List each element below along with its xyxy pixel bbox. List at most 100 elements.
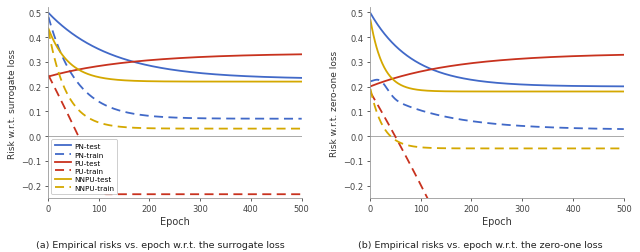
NNPU-train bbox=[252, 128, 260, 131]
PN-test bbox=[166, 69, 174, 72]
PU-train bbox=[298, 193, 305, 196]
PN-test bbox=[367, 13, 374, 16]
PU-test bbox=[252, 54, 260, 57]
PU-train bbox=[165, 193, 173, 196]
PU-train bbox=[167, 193, 175, 196]
PN-test bbox=[620, 85, 628, 88]
Line: NNPU-train: NNPU-train bbox=[371, 90, 624, 149]
PU-train bbox=[518, 204, 525, 207]
NNPU-test bbox=[614, 91, 621, 94]
PN-test bbox=[487, 81, 495, 84]
PU-test bbox=[165, 58, 173, 61]
PN-train bbox=[195, 117, 203, 120]
NNPU-train bbox=[504, 147, 511, 150]
PN-train bbox=[575, 127, 582, 130]
PU-test bbox=[574, 55, 582, 58]
Line: PU-test: PU-test bbox=[49, 55, 301, 77]
Line: NNPU-train: NNPU-train bbox=[49, 31, 301, 129]
PU-test bbox=[292, 54, 300, 57]
PN-train bbox=[292, 118, 300, 121]
Line: PU-train: PU-train bbox=[371, 93, 624, 206]
Legend: PN-test, PN-train, PU-test, PU-train, NNPU-test, NNPU-train: PN-test, PN-train, PU-test, PU-train, NN… bbox=[51, 140, 118, 195]
NNPU-train bbox=[614, 147, 621, 150]
Line: PN-train: PN-train bbox=[371, 80, 624, 130]
PU-test bbox=[620, 54, 628, 57]
PU-train bbox=[488, 204, 495, 207]
Text: (b) Empirical risks vs. epoch w.r.t. the zero-one loss: (b) Empirical risks vs. epoch w.r.t. the… bbox=[358, 240, 602, 249]
PN-test bbox=[45, 12, 52, 15]
Text: (a) Empirical risks vs. epoch w.r.t. the surrogate loss: (a) Empirical risks vs. epoch w.r.t. the… bbox=[36, 240, 284, 249]
PN-train bbox=[620, 128, 628, 131]
PU-train bbox=[575, 204, 582, 207]
PN-train bbox=[252, 118, 260, 121]
NNPU-test bbox=[182, 81, 189, 84]
NNPU-test bbox=[292, 81, 300, 84]
PN-train bbox=[614, 128, 622, 131]
PU-train bbox=[367, 91, 374, 94]
NNPU-test bbox=[517, 91, 525, 94]
NNPU-train bbox=[298, 128, 305, 131]
PN-test bbox=[165, 68, 173, 71]
X-axis label: Epoch: Epoch bbox=[160, 216, 189, 226]
PU-test bbox=[166, 58, 174, 61]
NNPU-test bbox=[165, 81, 173, 84]
NNPU-train bbox=[182, 128, 189, 131]
PU-test bbox=[298, 54, 305, 57]
PN-test bbox=[252, 76, 260, 79]
Line: NNPU-test: NNPU-test bbox=[49, 29, 301, 82]
NNPU-test bbox=[574, 91, 582, 94]
Y-axis label: Risk w.r.t. surrogate loss: Risk w.r.t. surrogate loss bbox=[8, 48, 17, 158]
PN-test bbox=[504, 83, 511, 86]
PU-test bbox=[488, 60, 496, 63]
NNPU-test bbox=[298, 81, 305, 84]
PN-train bbox=[518, 125, 525, 128]
PU-train bbox=[292, 193, 300, 196]
PN-test bbox=[488, 82, 496, 85]
PN-train bbox=[488, 122, 495, 125]
NNPU-test bbox=[488, 91, 496, 94]
PU-train bbox=[45, 74, 52, 77]
Line: PU-train: PU-train bbox=[49, 76, 301, 195]
NNPU-train bbox=[367, 88, 374, 91]
PU-test bbox=[195, 56, 203, 59]
NNPU-test bbox=[504, 91, 511, 94]
NNPU-train bbox=[487, 147, 495, 150]
Line: PN-test: PN-test bbox=[49, 14, 301, 79]
PU-train bbox=[196, 193, 204, 196]
PU-train bbox=[253, 193, 260, 196]
Line: PU-test: PU-test bbox=[371, 56, 624, 87]
NNPU-train bbox=[620, 147, 628, 150]
PU-test bbox=[487, 60, 495, 64]
PN-train bbox=[367, 80, 374, 83]
PU-train bbox=[428, 204, 435, 207]
PN-test bbox=[195, 72, 203, 75]
PN-test bbox=[292, 77, 300, 80]
PU-test bbox=[182, 57, 189, 60]
NNPU-test bbox=[195, 81, 203, 84]
Line: NNPU-test: NNPU-test bbox=[371, 21, 624, 92]
NNPU-train bbox=[574, 147, 582, 150]
PU-test bbox=[504, 59, 511, 62]
Line: PN-test: PN-test bbox=[371, 14, 624, 87]
X-axis label: Epoch: Epoch bbox=[482, 216, 512, 226]
PU-test bbox=[517, 58, 525, 61]
NNPU-train bbox=[45, 29, 52, 32]
NNPU-test bbox=[252, 81, 260, 84]
PN-train bbox=[166, 116, 174, 119]
NNPU-test bbox=[45, 28, 52, 31]
NNPU-train bbox=[165, 128, 173, 131]
PN-train bbox=[298, 118, 305, 121]
PN-test bbox=[298, 77, 305, 80]
NNPU-train bbox=[292, 128, 300, 131]
PU-train bbox=[614, 204, 622, 207]
PN-train bbox=[504, 124, 512, 127]
PN-test bbox=[574, 85, 582, 88]
PU-train bbox=[489, 204, 497, 207]
Line: PN-train: PN-train bbox=[49, 18, 301, 119]
PN-test bbox=[517, 84, 525, 87]
PN-test bbox=[614, 85, 621, 88]
PU-test bbox=[367, 85, 374, 88]
PN-train bbox=[45, 16, 52, 19]
PN-train bbox=[373, 79, 381, 82]
PU-train bbox=[620, 204, 628, 207]
